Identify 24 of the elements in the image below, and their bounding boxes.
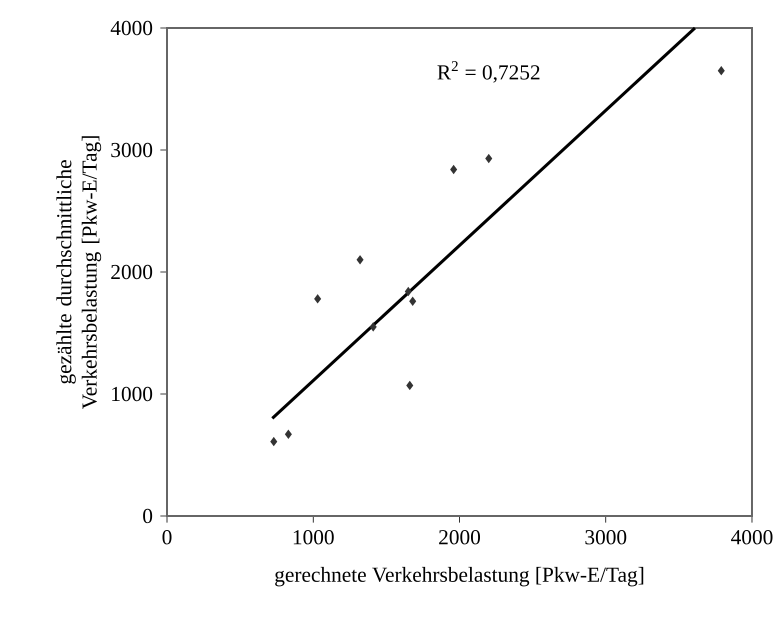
point <box>404 286 412 296</box>
point <box>406 380 414 390</box>
x-tick-label: 4000 <box>731 530 773 544</box>
point <box>314 294 322 304</box>
x-tick-label: 0 <box>162 530 172 544</box>
annotation: R$^{2}$ = 0,7252 <box>437 61 540 83</box>
x-tick-label: 2000 <box>439 530 480 544</box>
point <box>356 255 364 264</box>
point <box>450 164 458 174</box>
point <box>718 66 725 76</box>
point <box>409 296 416 306</box>
y-tick-label: 0 <box>143 508 152 524</box>
point <box>370 322 377 332</box>
x-tick-label: 1000 <box>294 530 334 544</box>
y-tick-label: 1000 <box>112 386 152 402</box>
y-tick-label: 3000 <box>111 142 152 158</box>
point <box>284 430 292 439</box>
y-tick-label: 2000 <box>111 264 152 280</box>
point <box>270 437 278 446</box>
x-axis-title: gerechnete Verkehrsbelastung [Pkw-E/Tag] <box>275 566 644 586</box>
y-tick-label: 4000 <box>110 20 152 36</box>
y-axis-title: gezählte durchschnittliche Verkehrsbelastung [Pkw-E/Tag] <box>56 136 102 410</box>
x-tick-label: 3000 <box>585 530 626 544</box>
point <box>485 154 492 164</box>
